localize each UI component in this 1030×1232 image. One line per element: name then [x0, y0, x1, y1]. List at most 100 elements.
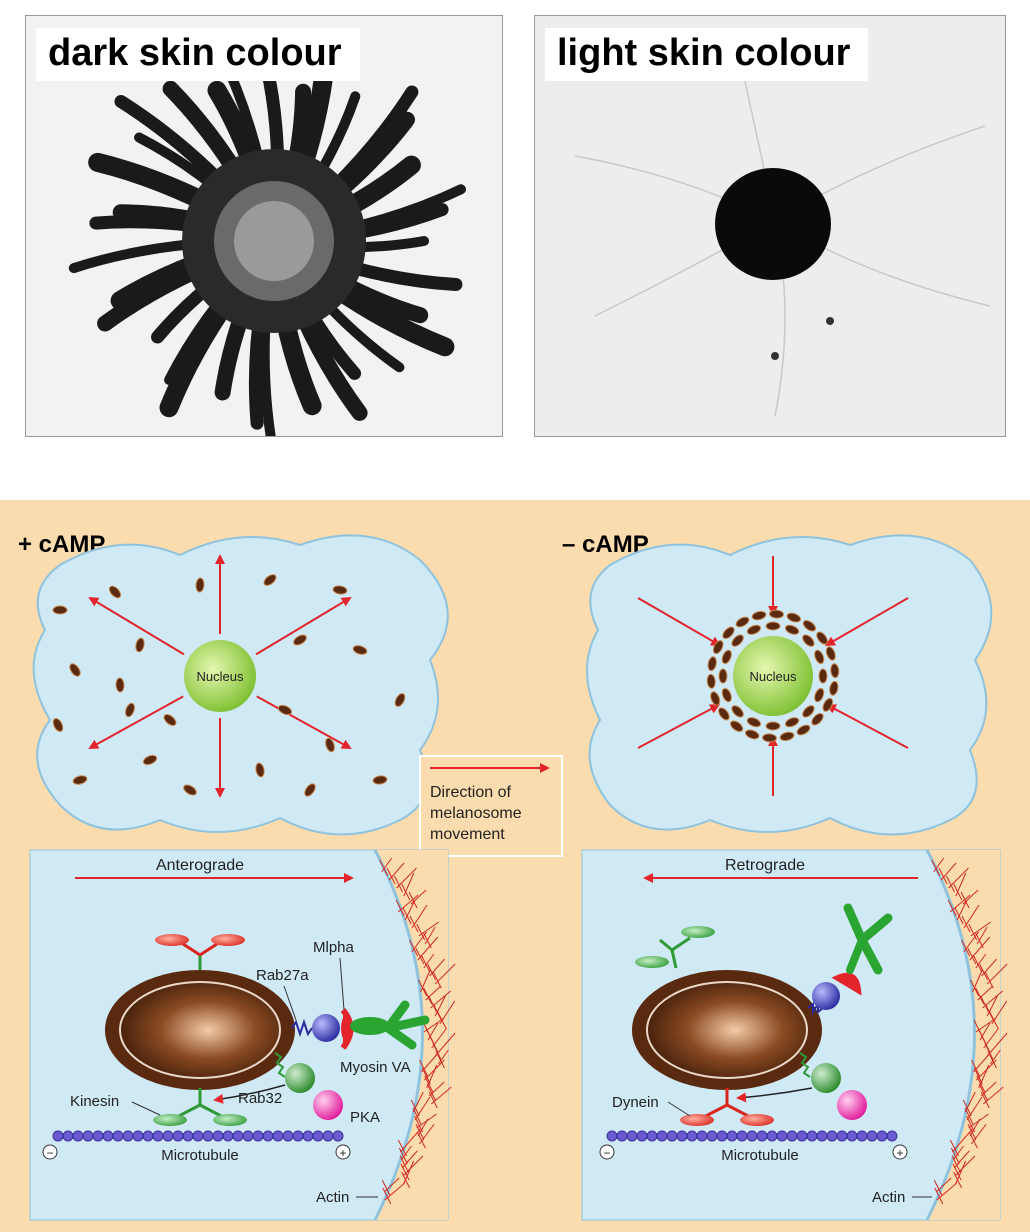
- nucleus-plus: [184, 640, 256, 712]
- kinesin-motor: [153, 1114, 187, 1126]
- tubulin-unit: [826, 1130, 838, 1142]
- actin-filament: [409, 931, 427, 957]
- melanosome: [762, 733, 777, 743]
- actin-filament: [428, 1086, 452, 1109]
- melanosome: [731, 705, 744, 718]
- tubulin-unit: [846, 1130, 858, 1142]
- pka-label: PKA: [350, 1109, 380, 1126]
- actin-filament: [424, 1064, 438, 1093]
- melanosome: [786, 612, 802, 623]
- actin-filament: [968, 1123, 987, 1149]
- melanosome: [784, 624, 800, 635]
- dark-skin-label: dark skin colour: [36, 28, 360, 81]
- tubulin-unit: [796, 1130, 808, 1142]
- melanosome: [746, 624, 762, 635]
- actin-filament: [979, 958, 997, 981]
- tubulin-unit: [806, 1130, 818, 1142]
- minus-end-left: −: [46, 1146, 53, 1160]
- actin-filament: [415, 936, 439, 965]
- tubulin-unit: [232, 1130, 244, 1142]
- tubulin-unit: [162, 1130, 174, 1142]
- kinesin-label: Kinesin: [70, 1093, 119, 1110]
- actin-label-right: Actin: [872, 1189, 905, 1206]
- actin-filament: [961, 904, 980, 933]
- melanosome: [822, 697, 834, 712]
- tubulin-unit: [252, 1130, 264, 1142]
- actin-filament: [398, 1145, 412, 1165]
- actin-filament: [938, 862, 957, 885]
- actin-filament: [412, 1096, 431, 1125]
- tubulin-unit: [666, 1130, 678, 1142]
- pka-protein: [313, 1090, 343, 1120]
- melanosome: [195, 577, 205, 593]
- inward-arrow: [825, 704, 909, 749]
- tubulin-unit: [202, 1130, 214, 1142]
- actin-filament: [399, 1150, 418, 1173]
- microtubule-label-right: Microtubule: [721, 1147, 799, 1164]
- actin-filament: [419, 1054, 437, 1077]
- melanosome: [814, 687, 825, 703]
- melanosome: [707, 656, 717, 672]
- actin-filament: [401, 1160, 415, 1189]
- actin-filament: [954, 899, 968, 925]
- tubulin-unit: [142, 1130, 154, 1142]
- actin-filament: [394, 867, 417, 893]
- melanosome-retrograde: [646, 981, 808, 1079]
- tubulin-unit: [836, 1130, 848, 1142]
- actin-filament: [379, 857, 393, 877]
- tubulin-unit: [886, 1130, 898, 1142]
- actin-filament: [386, 862, 405, 885]
- melanosome: [263, 574, 277, 586]
- melanosome: [718, 707, 730, 721]
- microtubule-retrograde: [606, 1130, 898, 1142]
- tubulin-unit: [646, 1130, 658, 1142]
- actin-filament: [967, 936, 991, 965]
- actin-filament: [426, 1081, 445, 1101]
- tubulin-unit: [856, 1130, 868, 1142]
- actin-filament: [416, 1123, 435, 1149]
- actin-filament: [402, 899, 416, 925]
- inward-arrow: [637, 704, 721, 749]
- actin-filament: [397, 1128, 421, 1157]
- melanosome: [769, 609, 784, 619]
- melanosome: [69, 663, 81, 677]
- melanosome: [721, 649, 732, 665]
- actin-filament: [960, 889, 979, 909]
- tubulin-unit: [876, 1130, 888, 1142]
- dynein-motor: [680, 1114, 714, 1126]
- melanosome: [784, 717, 800, 728]
- actin-filament: [421, 953, 435, 973]
- outward-arrow: [255, 596, 352, 656]
- melanosome: [183, 784, 197, 796]
- tubulin-unit: [776, 1130, 788, 1142]
- melanosome: [796, 724, 811, 736]
- actin-filament: [382, 1182, 406, 1205]
- actin-label-left: Actin: [316, 1189, 349, 1206]
- actin-filament: [435, 1049, 449, 1069]
- actin-filament: [987, 1049, 1001, 1069]
- nucleus-label-plus: Nucleus: [197, 669, 244, 684]
- tubulin-unit: [726, 1130, 738, 1142]
- melanosome: [325, 737, 335, 753]
- actin-filament: [947, 894, 971, 917]
- melanosome: [115, 677, 125, 693]
- tubulin-unit: [282, 1130, 294, 1142]
- melanosome: [712, 640, 724, 655]
- tubulin-unit: [62, 1130, 74, 1142]
- legend-line-3: movement: [430, 826, 505, 843]
- nucleus-label-minus: Nucleus: [750, 669, 797, 684]
- minus-end-right: −: [603, 1146, 610, 1160]
- melanosome: [163, 714, 177, 726]
- actin-filament: [980, 1086, 1004, 1109]
- melanosome: [108, 585, 122, 599]
- melanosome: [135, 637, 145, 653]
- rab32-label: Rab32: [238, 1090, 282, 1107]
- melanosome: [125, 702, 135, 718]
- melanosome: [751, 610, 767, 621]
- actin-filament: [381, 1177, 400, 1197]
- melanosome: [825, 646, 836, 661]
- tubulin-unit: [706, 1130, 718, 1142]
- actin-filament: [968, 921, 991, 941]
- light-skin-label: light skin colour: [545, 28, 869, 81]
- melanosome: [304, 783, 316, 797]
